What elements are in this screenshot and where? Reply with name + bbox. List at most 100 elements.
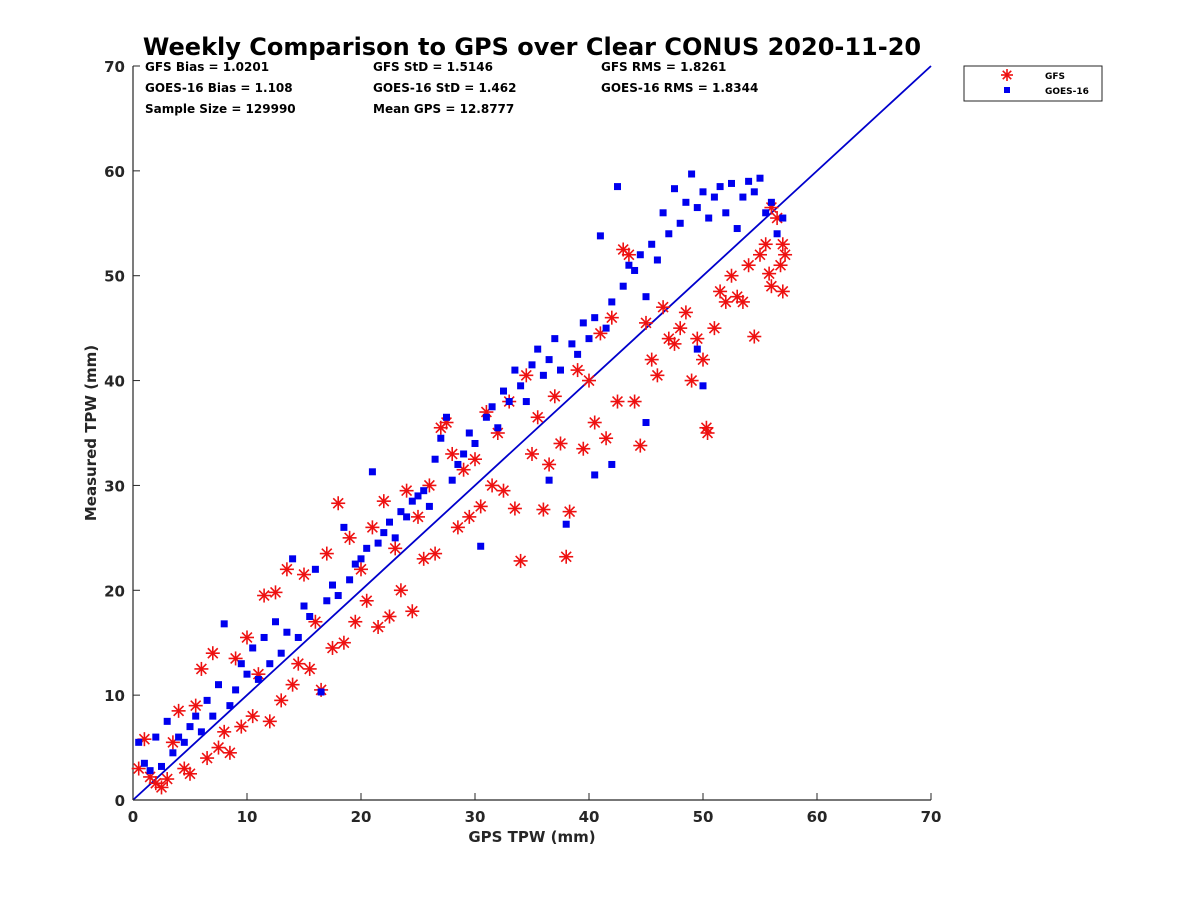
goes-16-point xyxy=(226,702,234,710)
gfs-point xyxy=(507,501,522,516)
x-tick-label: 20 xyxy=(351,808,372,826)
stat-text: Sample Size = 129990 xyxy=(145,102,296,116)
goes-16-point xyxy=(420,487,428,495)
y-tick-label: 30 xyxy=(104,477,125,495)
gfs-point xyxy=(354,562,368,577)
legend-gfs-marker xyxy=(1001,69,1013,81)
gfs-point xyxy=(325,640,340,655)
gfs-point xyxy=(388,541,403,556)
gfs-point xyxy=(644,352,659,367)
gfs-point xyxy=(376,494,391,509)
gfs-point xyxy=(764,279,779,294)
reference-line xyxy=(132,65,932,801)
legend-goes-16-marker xyxy=(1004,87,1010,93)
goes-16-point xyxy=(773,230,781,238)
x-tick-label: 60 xyxy=(807,808,828,826)
y-tick-label: 0 xyxy=(115,792,125,810)
legend-goes-16-label: GOES-16 xyxy=(1045,87,1089,97)
goes-16-point xyxy=(648,240,656,248)
goes-16-point xyxy=(140,759,148,767)
gfs-point xyxy=(633,438,648,453)
gfs-point xyxy=(762,266,777,281)
goes-16-point xyxy=(676,219,684,227)
gfs-point xyxy=(775,237,790,252)
goes-16-point xyxy=(386,518,393,526)
gfs-point xyxy=(348,614,363,629)
x-tick-label: 10 xyxy=(237,808,258,826)
goes-16-series xyxy=(135,170,787,775)
goes-16-point xyxy=(488,403,496,411)
gfs-point xyxy=(587,415,602,430)
goes-16-point xyxy=(608,298,616,306)
gfs-point xyxy=(696,352,710,367)
legend-box xyxy=(963,65,1103,102)
goes-16-point xyxy=(699,382,707,390)
goes-16-point xyxy=(500,387,507,395)
goes-16-point xyxy=(517,382,525,390)
goes-16-point xyxy=(260,633,268,641)
goes-16-point xyxy=(351,560,359,568)
goes-16-point xyxy=(671,185,678,193)
goes-16-point xyxy=(614,183,621,191)
x-tick-label: 0 xyxy=(128,808,138,826)
legend-gfs-asterisk xyxy=(1001,69,1013,81)
gfs-point xyxy=(673,321,688,336)
goes-16-point xyxy=(266,660,274,668)
legend-goes-16-square xyxy=(1004,87,1010,93)
gfs-point xyxy=(411,509,425,524)
goes-16-point xyxy=(368,468,376,476)
gfs-point xyxy=(308,614,323,629)
gfs-point xyxy=(217,724,232,739)
gfs-point xyxy=(393,583,408,598)
statistics-block: GFS Bias = 1.0201 GFS StD = 1.5146 GFS RMS… xyxy=(145,60,758,116)
goes-16-point xyxy=(716,183,724,191)
x-tick-label: 30 xyxy=(465,808,486,826)
goes-16-point xyxy=(243,670,251,678)
stat-text: GFS Bias = 1.0201 xyxy=(145,60,269,74)
goes-16-point xyxy=(197,728,205,736)
chart-title: Weekly Comparison to GPS over Clear CONU… xyxy=(143,33,921,61)
y-axis-ticks: 0 10 20 30 40 50 60 70 xyxy=(104,58,140,810)
goes-16-point xyxy=(460,450,468,458)
gfs-point xyxy=(547,389,562,404)
gfs-point xyxy=(530,410,545,425)
goes-16-point xyxy=(311,565,319,573)
goes-16-point xyxy=(203,696,211,704)
gfs-point xyxy=(371,619,386,634)
goes-16-point xyxy=(745,177,753,185)
goes-16-point xyxy=(158,762,165,770)
stat-text: GOES-16 StD = 1.462 xyxy=(373,81,516,95)
gfs-point xyxy=(562,504,577,519)
goes-16-point xyxy=(329,581,336,589)
goes-16-point xyxy=(237,660,245,668)
goes-16-point xyxy=(152,733,160,741)
gfs-point xyxy=(700,426,715,440)
gfs-point xyxy=(656,300,671,315)
goes-16-point xyxy=(334,592,342,600)
goes-16-point xyxy=(722,209,730,217)
gfs-point xyxy=(359,593,374,608)
gfs-point xyxy=(154,780,169,795)
goes-16-point xyxy=(414,492,422,500)
gfs-point xyxy=(211,740,226,755)
goes-16-point xyxy=(465,429,473,437)
gfs-point xyxy=(536,502,551,517)
gfs-point xyxy=(205,646,220,661)
gfs-point xyxy=(331,496,346,511)
gfs-point xyxy=(735,294,750,309)
goes-16-point xyxy=(317,688,325,696)
gfs-point xyxy=(650,368,665,383)
goes-16-point xyxy=(636,251,644,259)
goes-16-point xyxy=(283,628,291,636)
gfs-point xyxy=(724,268,739,283)
goes-16-point xyxy=(767,198,775,206)
gfs-point xyxy=(194,661,209,676)
y-tick-label: 70 xyxy=(104,58,125,76)
gfs-point xyxy=(279,562,294,577)
gfs-point xyxy=(690,331,705,346)
goes-16-point xyxy=(289,555,297,563)
gfs-point xyxy=(485,478,500,493)
goes-16-point xyxy=(539,371,547,379)
goes-16-point xyxy=(728,179,735,187)
goes-16-point xyxy=(249,644,257,652)
